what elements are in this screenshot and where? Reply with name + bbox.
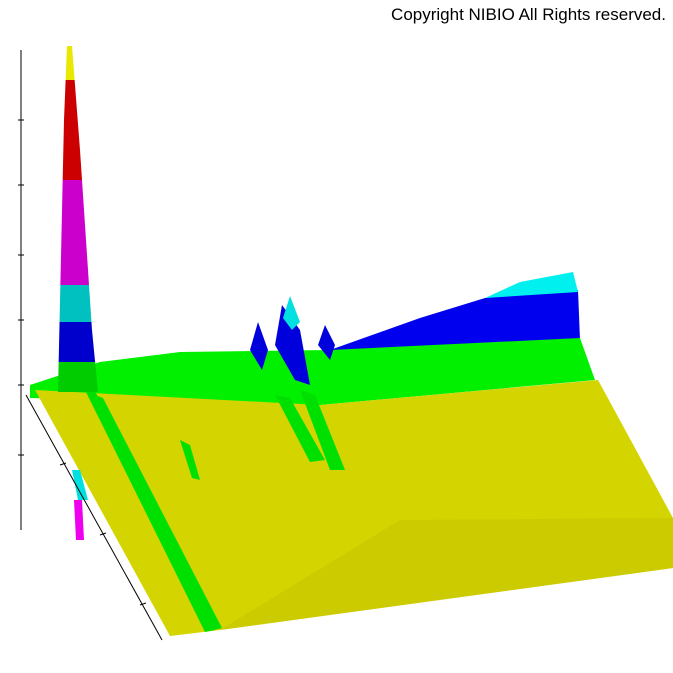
back-wall-cyan: [485, 272, 578, 298]
floor-shade: [220, 518, 673, 630]
blue-peaks: [250, 305, 335, 385]
peak-cyan-tip: [283, 296, 300, 330]
main-peak: [58, 46, 98, 392]
front-magenta: [74, 500, 84, 540]
ridges: [80, 380, 345, 632]
plot-scene: [18, 46, 673, 641]
back-wall-blue: [330, 290, 580, 352]
back-wall-green: [30, 338, 595, 405]
axes: [18, 50, 163, 641]
front-cyan: [72, 470, 88, 500]
copyright: Copyright NIBIO All Rights reserved.: [391, 5, 666, 24]
